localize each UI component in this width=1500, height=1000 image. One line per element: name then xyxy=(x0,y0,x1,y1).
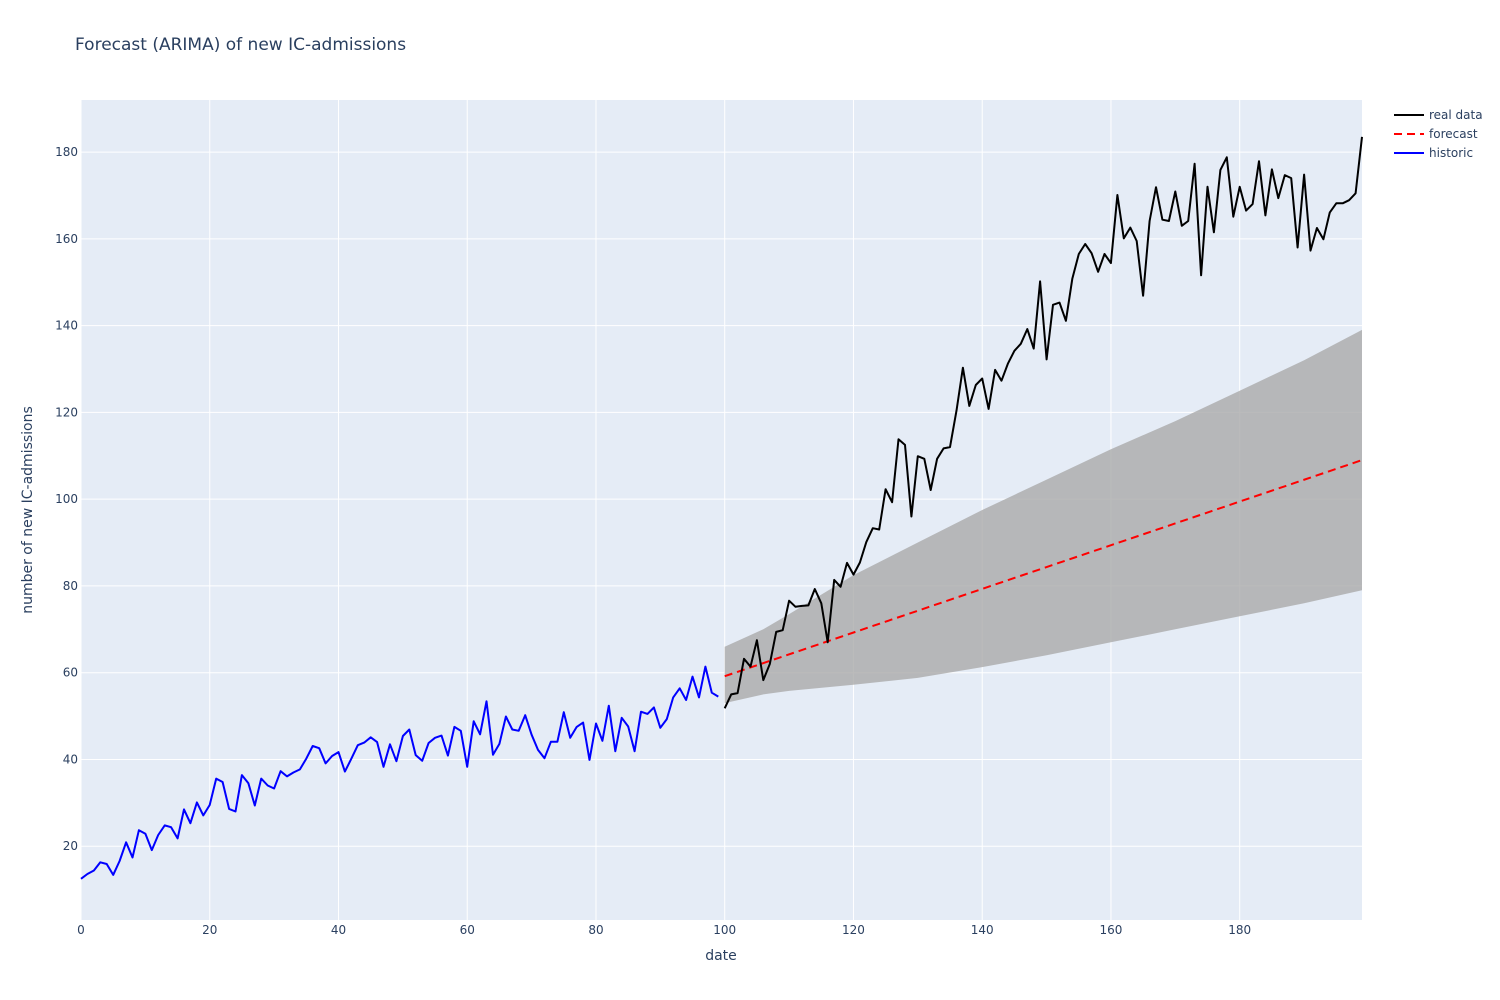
series-line-historic xyxy=(80,665,719,880)
legend-item-real-data[interactable]: real data xyxy=(1394,108,1483,122)
legend-item-historic[interactable]: historic xyxy=(1394,146,1473,160)
confidence-band-layer xyxy=(724,329,1362,704)
x-tick-label: 140 xyxy=(971,923,994,937)
x-tick-label: 60 xyxy=(460,923,475,937)
series-line-real-data xyxy=(723,136,1363,709)
chart-title: Forecast (ARIMA) of new IC-admissions xyxy=(75,35,406,55)
legend[interactable]: real data forecast historic xyxy=(1394,108,1483,160)
y-tick-label: 100 xyxy=(55,492,78,506)
confidence-band xyxy=(724,329,1362,704)
x-tick-label: 180 xyxy=(1228,923,1251,937)
x-tick-label: 0 xyxy=(77,923,85,937)
y-tick-label: 140 xyxy=(55,319,78,333)
x-tick-label: 100 xyxy=(713,923,736,937)
legend-label: forecast xyxy=(1429,127,1478,141)
y-tick-label: 40 xyxy=(63,752,78,766)
x-axis-title: date xyxy=(705,948,737,964)
x-tick-label: 20 xyxy=(202,923,217,937)
y-axis-title: number of new IC-admissions xyxy=(20,406,36,614)
y-tick-label: 160 xyxy=(55,232,78,246)
y-tick-label: 80 xyxy=(63,579,78,593)
x-tick-label: 80 xyxy=(588,923,603,937)
x-axis-ticks: 0 20 40 60 80 100 120 140 160 180 xyxy=(77,923,1251,937)
y-tick-label: 180 xyxy=(55,145,78,159)
y-axis-ticks: 20 40 60 80 100 120 140 160 180 xyxy=(55,145,78,853)
series-line-forecast xyxy=(724,459,1363,678)
y-tick-label: 20 xyxy=(63,839,78,853)
legend-label: historic xyxy=(1429,146,1473,160)
x-tick-label: 120 xyxy=(842,923,865,937)
y-tick-label: 120 xyxy=(55,405,78,419)
series-lines xyxy=(80,136,1363,880)
x-tick-label: 160 xyxy=(1099,923,1122,937)
x-tick-label: 40 xyxy=(331,923,346,937)
legend-label: real data xyxy=(1429,108,1483,122)
legend-item-forecast[interactable]: forecast xyxy=(1394,127,1478,141)
y-tick-label: 60 xyxy=(63,666,78,680)
